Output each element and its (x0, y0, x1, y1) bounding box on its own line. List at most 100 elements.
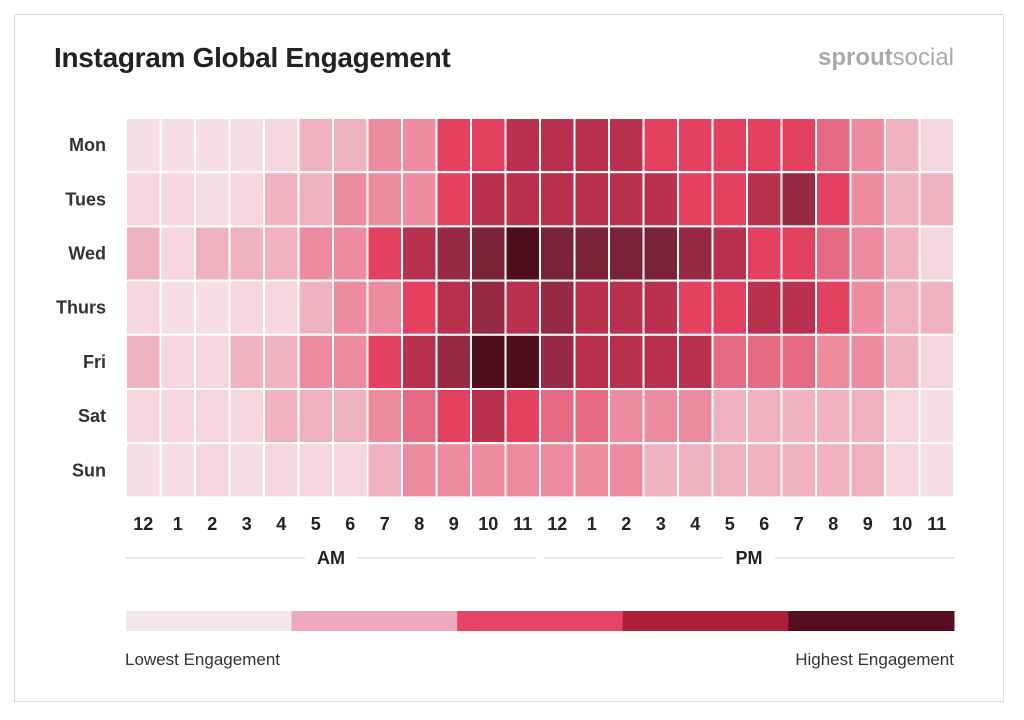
heatmap-cell-sun-12 (539, 442, 576, 499)
legend-swatch-2 (457, 611, 624, 631)
heatmap-cell-fri-7 (366, 333, 403, 390)
heatmap-cell-fri-18 (746, 333, 783, 390)
legend-swatch-1 (291, 611, 458, 631)
row-label-sun: Sun (72, 460, 106, 480)
heatmap-cell-mon-3 (228, 117, 265, 174)
heatmap-cell-mon-2 (194, 117, 231, 174)
heatmap-cell-tues-9 (435, 171, 472, 228)
hour-label-10: 10 (478, 514, 498, 534)
heatmap-cell-mon-17 (711, 117, 748, 174)
heatmap-cell-sat-7 (366, 388, 403, 445)
heatmap-cell-sun-22 (884, 442, 921, 499)
heatmap-cell-tues-17 (711, 171, 748, 228)
heatmap-cell-sat-16 (677, 388, 714, 445)
chart-title: Instagram Global Engagement (54, 42, 451, 73)
heatmap-cell-sun-20 (815, 442, 852, 499)
hour-label-9: 9 (449, 514, 459, 534)
row-label-thurs: Thurs (56, 298, 106, 318)
heatmap-cell-thurs-21 (849, 279, 886, 336)
hour-label-0: 12 (133, 514, 153, 534)
heatmap-cell-thurs-3 (228, 279, 265, 336)
heatmap-cell-mon-11 (504, 117, 541, 174)
heatmap-cell-sun-17 (711, 442, 748, 499)
heatmap-cell-mon-7 (366, 117, 403, 174)
heatmap-cell-wed-4 (263, 225, 300, 282)
heatmap-cell-fri-11 (504, 333, 541, 390)
heatmap-cell-wed-20 (815, 225, 852, 282)
heatmap-cell-sat-15 (642, 388, 679, 445)
period-label-am: AM (317, 548, 345, 568)
heatmap-cell-sat-20 (815, 388, 852, 445)
heatmap-cell-sat-10 (470, 388, 507, 445)
legend-swatch-4 (788, 611, 955, 631)
heatmap-cell-thurs-9 (435, 279, 472, 336)
hour-label-5: 5 (311, 514, 321, 534)
heatmap-cell-sat-4 (263, 388, 300, 445)
heatmap-cell-wed-18 (746, 225, 783, 282)
heatmap-cell-thurs-16 (677, 279, 714, 336)
heatmap-cell-tues-11 (504, 171, 541, 228)
heatmap-cell-tues-20 (815, 171, 852, 228)
heatmap-cell-thurs-18 (746, 279, 783, 336)
heatmap-cell-wed-23 (918, 225, 955, 282)
hour-label-3: 3 (242, 514, 252, 534)
heatmap-cell-wed-8 (401, 225, 438, 282)
heatmap-cell-tues-15 (642, 171, 679, 228)
row-label-mon: Mon (69, 135, 106, 155)
hour-label-23: 11 (927, 514, 946, 534)
legend-swatch-0 (126, 611, 293, 631)
heatmap-cell-thurs-4 (263, 279, 300, 336)
heatmap-cell-fri-4 (263, 333, 300, 390)
heatmap-cell-wed-6 (332, 225, 369, 282)
hour-label-12: 12 (547, 514, 567, 534)
hour-label-21: 9 (863, 514, 873, 534)
heatmap-cell-tues-2 (194, 171, 231, 228)
heatmap-cell-wed-19 (780, 225, 817, 282)
heatmap-cell-wed-7 (366, 225, 403, 282)
heatmap-cell-wed-5 (297, 225, 334, 282)
heatmap-cell-fri-23 (918, 333, 955, 390)
heatmap-cell-wed-16 (677, 225, 714, 282)
heatmap-cell-tues-22 (884, 171, 921, 228)
heatmap-cell-thurs-22 (884, 279, 921, 336)
heatmap-cell-wed-9 (435, 225, 472, 282)
heatmap-cell-wed-14 (608, 225, 645, 282)
heatmap-cell-thurs-19 (780, 279, 817, 336)
heatmap-cell-mon-9 (435, 117, 472, 174)
heatmap-cell-thurs-8 (401, 279, 438, 336)
heatmap-cell-fri-8 (401, 333, 438, 390)
hour-label-22: 10 (892, 514, 912, 534)
heatmap-cell-sun-8 (401, 442, 438, 499)
hour-label-1: 1 (173, 514, 183, 534)
heatmap-cell-mon-1 (159, 117, 196, 174)
heatmap-cell-fri-9 (435, 333, 472, 390)
heatmap-cell-mon-21 (849, 117, 886, 174)
heatmap-cell-wed-12 (539, 225, 576, 282)
heatmap-cell-sun-11 (504, 442, 541, 499)
heatmap-cell-sun-7 (366, 442, 403, 499)
heatmap-cell-fri-3 (228, 333, 265, 390)
heatmap-cell-fri-10 (470, 333, 507, 390)
heatmap-cell-mon-15 (642, 117, 679, 174)
heatmap-cell-wed-15 (642, 225, 679, 282)
heatmap-cell-mon-8 (401, 117, 438, 174)
hour-label-2: 2 (207, 514, 217, 534)
heatmap-cell-thurs-5 (297, 279, 334, 336)
heatmap-cell-mon-20 (815, 117, 852, 174)
heatmap-cell-fri-22 (884, 333, 921, 390)
heatmap-cell-thurs-6 (332, 279, 369, 336)
heatmap-cell-sun-15 (642, 442, 679, 499)
heatmap-cell-sat-19 (780, 388, 817, 445)
heatmap-cell-sat-17 (711, 388, 748, 445)
heatmap-cell-mon-16 (677, 117, 714, 174)
hour-label-7: 7 (380, 514, 390, 534)
heatmap-cell-fri-0 (125, 333, 162, 390)
heatmap-cell-wed-17 (711, 225, 748, 282)
period-label-bg-pm (723, 546, 775, 570)
heatmap-cell-sat-22 (884, 388, 921, 445)
period-label-pm: PM (736, 548, 763, 568)
hour-label-20: 8 (828, 514, 838, 534)
hour-label-4: 4 (276, 514, 286, 534)
heatmap-cell-sun-13 (573, 442, 610, 499)
heatmap-cell-thurs-2 (194, 279, 231, 336)
